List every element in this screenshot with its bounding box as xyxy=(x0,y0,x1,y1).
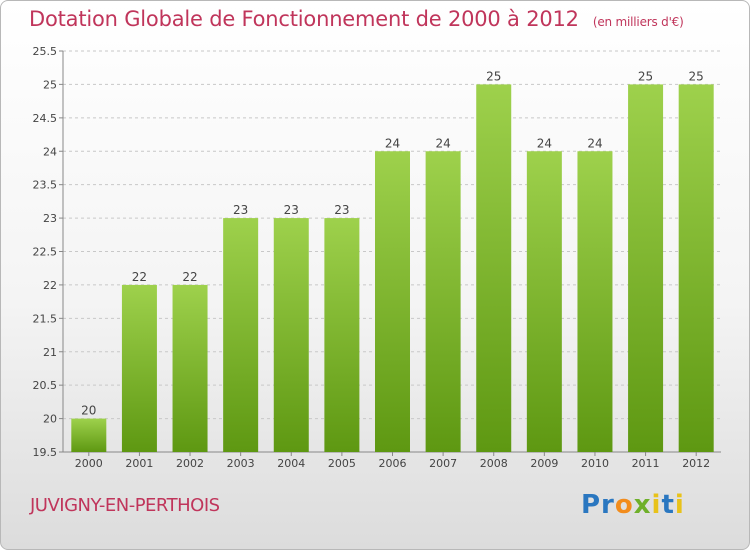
y-tick-label: 24 xyxy=(43,145,57,158)
x-tick-label: 2000 xyxy=(75,457,103,470)
commune-name: JUVIGNY-EN-PERTHOIS xyxy=(30,495,220,516)
value-label: 24 xyxy=(537,136,552,150)
y-tick-label: 20.5 xyxy=(33,379,58,392)
y-tick-label: 25 xyxy=(43,78,57,91)
x-tick-label: 2001 xyxy=(125,457,153,470)
x-tick-label: 2012 xyxy=(682,457,710,470)
y-tick-label: 22.5 xyxy=(33,246,58,259)
value-label: 25 xyxy=(638,69,653,83)
x-tick-label: 2010 xyxy=(581,457,609,470)
x-tick-label: 2007 xyxy=(429,457,457,470)
y-tick-label: 21 xyxy=(43,346,57,359)
value-label: 20 xyxy=(81,404,96,418)
y-tick-label: 25.5 xyxy=(33,45,58,58)
y-tick-label: 19.5 xyxy=(33,446,58,459)
value-label: 22 xyxy=(182,270,197,284)
bar-2002 xyxy=(172,284,208,452)
bar-2003 xyxy=(223,218,259,452)
chart-title: Dotation Globale de Fonctionnement de 20… xyxy=(29,7,684,31)
y-tick-label: 23 xyxy=(43,212,57,225)
bar-2011 xyxy=(628,84,664,453)
value-label: 22 xyxy=(132,270,147,284)
value-label: 25 xyxy=(486,69,501,83)
bar-2010 xyxy=(577,151,613,452)
y-tick-label: 24.5 xyxy=(33,112,58,125)
x-tick-label: 2008 xyxy=(480,457,508,470)
bar-2009 xyxy=(526,151,562,452)
value-label: 23 xyxy=(334,203,349,217)
bar-2006 xyxy=(375,151,410,452)
y-tick-label: 20 xyxy=(43,413,57,426)
bar-2000 xyxy=(71,418,107,452)
bar-2001 xyxy=(121,284,157,452)
proxiti-logo: Proxiti xyxy=(581,490,685,520)
x-tick-label: 2004 xyxy=(277,457,305,470)
y-tick-label: 21.5 xyxy=(33,312,58,325)
y-tick-label: 22 xyxy=(43,279,57,292)
value-label: 24 xyxy=(587,136,602,150)
bar-2012 xyxy=(678,84,714,453)
x-tick-label: 2006 xyxy=(379,457,407,470)
x-tick-label: 2005 xyxy=(328,457,356,470)
x-tick-label: 2011 xyxy=(632,457,660,470)
bar-2005 xyxy=(324,218,360,452)
value-label: 25 xyxy=(689,69,704,83)
bar-2008 xyxy=(476,84,512,453)
x-tick-label: 2003 xyxy=(227,457,255,470)
value-label: 24 xyxy=(435,136,450,150)
chart-title-text: Dotation Globale de Fonctionnement de 20… xyxy=(29,7,579,31)
value-label: 23 xyxy=(284,203,299,217)
y-tick-label: 23.5 xyxy=(33,179,58,192)
chart-subtitle: (en milliers d'€) xyxy=(592,15,684,29)
x-tick-label: 2009 xyxy=(530,457,558,470)
bar-2007 xyxy=(425,151,461,452)
value-label: 24 xyxy=(385,136,400,150)
bar-2004 xyxy=(273,218,309,452)
x-tick-label: 2002 xyxy=(176,457,204,470)
value-label: 23 xyxy=(233,203,248,217)
